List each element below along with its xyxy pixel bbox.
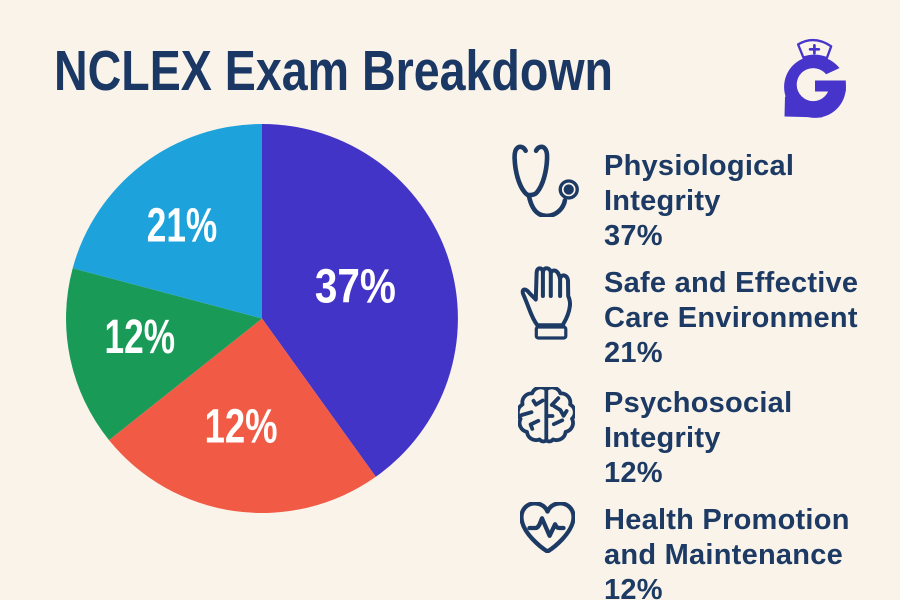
- svg-text:37%: 37%: [315, 261, 396, 314]
- svg-text:12%: 12%: [205, 401, 278, 454]
- svg-text:12%: 12%: [105, 311, 176, 364]
- svg-text:21%: 21%: [147, 200, 218, 253]
